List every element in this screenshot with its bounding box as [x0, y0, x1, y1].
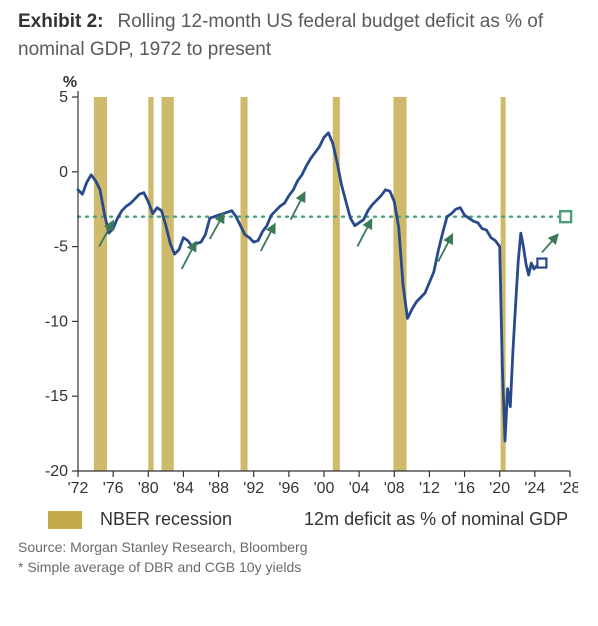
- svg-text:'24: '24: [524, 480, 545, 497]
- svg-text:'92: '92: [243, 480, 264, 497]
- svg-text:'12: '12: [419, 480, 440, 497]
- svg-text:'80: '80: [138, 480, 159, 497]
- exhibit-title: Exhibit 2:Rolling 12-month US federal bu…: [18, 8, 580, 63]
- svg-text:'08: '08: [384, 480, 405, 497]
- recession-swatch: [48, 511, 82, 529]
- svg-text:%: %: [63, 74, 77, 91]
- source-block: Source: Morgan Stanley Research, Bloombe…: [18, 538, 580, 577]
- legend-recession-label: NBER recession: [100, 509, 232, 530]
- legend-line-label: 12m deficit as % of nominal GDP: [304, 509, 568, 530]
- svg-text:'04: '04: [349, 480, 370, 497]
- svg-text:0: 0: [59, 164, 68, 181]
- exhibit-number: Exhibit 2:: [18, 11, 118, 32]
- svg-text:'00: '00: [314, 480, 335, 497]
- svg-text:'96: '96: [278, 480, 299, 497]
- svg-text:'84: '84: [173, 480, 194, 497]
- svg-text:'28: '28: [560, 480, 578, 497]
- svg-text:'20: '20: [489, 480, 510, 497]
- svg-text:-5: -5: [54, 239, 68, 256]
- svg-text:-15: -15: [45, 388, 68, 405]
- svg-text:5: 5: [59, 89, 68, 106]
- svg-text:-20: -20: [45, 463, 68, 480]
- svg-text:-10: -10: [45, 313, 68, 330]
- svg-text:'88: '88: [208, 480, 229, 497]
- svg-text:'76: '76: [103, 480, 124, 497]
- source-line: Source: Morgan Stanley Research, Bloombe…: [18, 538, 580, 558]
- deficit-chart: 5 0 -5 -10 -15 -20% '72 '76 '80 '84 '88 '92 '96 '00 '0…: [18, 69, 578, 507]
- svg-text:'72: '72: [68, 480, 89, 497]
- svg-text:'16: '16: [454, 480, 475, 497]
- legend: NBER recession 12m deficit as % of nomin…: [18, 509, 580, 530]
- footnote: * Simple average of DBR and CGB 10y yiel…: [18, 558, 580, 578]
